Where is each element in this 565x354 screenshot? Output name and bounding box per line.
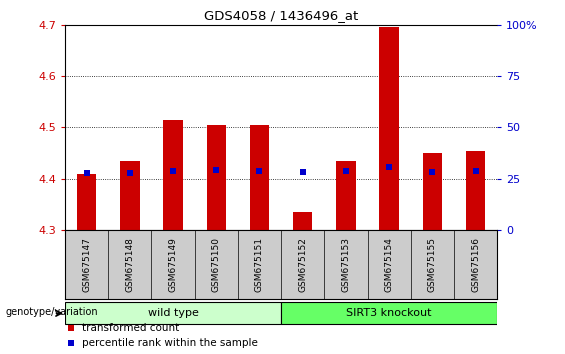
Bar [250,125,269,230]
Text: GSM675154: GSM675154 [385,237,394,292]
Text: GSM675151: GSM675151 [255,237,264,292]
Text: percentile rank within the sample: percentile rank within the sample [82,338,258,348]
Bar [77,173,96,230]
Text: GSM675147: GSM675147 [82,237,91,292]
Bar [380,27,399,230]
Text: GSM675152: GSM675152 [298,237,307,292]
Bar [120,161,140,230]
Bar [466,150,485,230]
Text: GSM675150: GSM675150 [212,237,221,292]
FancyBboxPatch shape [281,302,497,324]
Title: GDS4058 / 1436496_at: GDS4058 / 1436496_at [204,9,358,22]
Bar [207,125,226,230]
FancyBboxPatch shape [65,302,281,324]
Text: genotype/variation: genotype/variation [6,307,98,317]
Text: GSM675156: GSM675156 [471,237,480,292]
Bar [163,120,182,230]
Text: GSM675149: GSM675149 [168,237,177,292]
Text: GSM675153: GSM675153 [341,237,350,292]
Text: wild type: wild type [147,308,198,318]
Text: GSM675155: GSM675155 [428,237,437,292]
Bar [423,153,442,230]
Text: SIRT3 knockout: SIRT3 knockout [346,308,432,318]
Bar [336,161,355,230]
Text: GSM675148: GSM675148 [125,237,134,292]
Bar [293,212,312,230]
Text: transformed count: transformed count [82,322,180,332]
